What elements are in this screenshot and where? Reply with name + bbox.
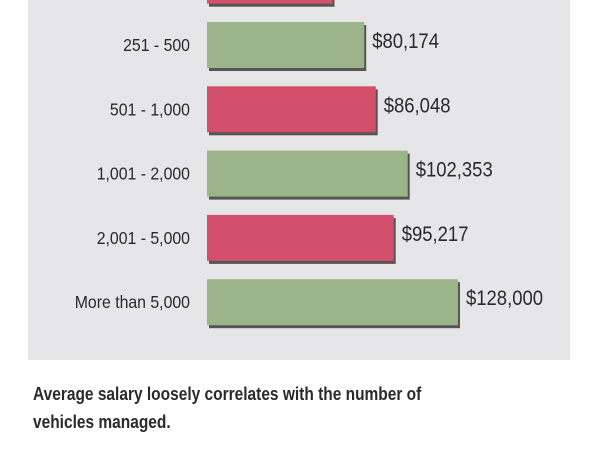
value-label: $95,217: [402, 223, 469, 246]
caption-line-2: vehicles managed.: [33, 412, 171, 432]
category-label: 1,001 - 2,000: [97, 164, 190, 184]
bar-cropped: [207, 0, 335, 7]
bar-fill: [207, 214, 394, 261]
bar-fill: [207, 22, 365, 68]
category-label: 501 - 1,000: [110, 99, 190, 119]
bar-fill: [207, 86, 376, 133]
value-label: $86,048: [384, 94, 451, 117]
category-label: 2,001 - 5,000: [97, 228, 190, 248]
bar-fill: [207, 0, 333, 4]
bar: [207, 214, 396, 264]
bar: [207, 86, 378, 136]
category-label: More than 5,000: [75, 292, 190, 312]
bar-fill: [207, 279, 458, 326]
bar: [207, 150, 410, 200]
category-label: 251 - 500: [123, 35, 190, 55]
value-label: $80,174: [372, 30, 439, 53]
bar: [207, 22, 367, 71]
bar-fill: [207, 150, 408, 197]
bar: [207, 279, 460, 329]
value-label: $128,000: [466, 287, 543, 310]
caption-line-1: Average salary loosely correlates with t…: [33, 384, 422, 404]
bar-chart: 251 - 500 $80,174 501 - 1,000 $86,048 1,001 …: [75, 0, 543, 329]
value-label: $102,353: [416, 159, 493, 182]
